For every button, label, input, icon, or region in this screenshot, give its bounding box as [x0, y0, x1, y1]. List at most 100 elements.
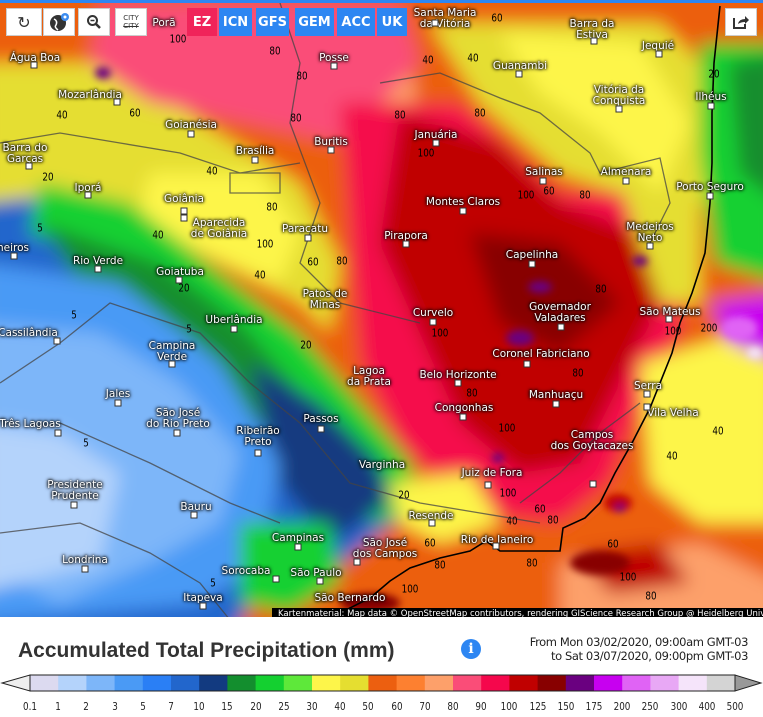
- contour-label: 60: [607, 537, 619, 551]
- legend-swatch: [509, 675, 539, 691]
- city-marker: [706, 192, 714, 200]
- contour-label: 80: [394, 108, 406, 122]
- city-label: Varginha: [358, 459, 406, 471]
- info-icon[interactable]: i: [461, 639, 481, 659]
- contour-label: 100: [664, 324, 682, 338]
- legend-swatch: [678, 675, 708, 691]
- city-marker: [552, 400, 560, 408]
- model-tab-ez[interactable]: EZ: [187, 8, 217, 36]
- legend-tick-label: 100: [500, 700, 518, 713]
- city-marker: [539, 177, 547, 185]
- contour-label: 40: [56, 108, 68, 122]
- legend-tick-label: 50: [362, 700, 374, 713]
- city-label: Cassilândia: [0, 327, 58, 339]
- city-label: Resende: [408, 510, 454, 522]
- city-label: Londrina: [62, 554, 108, 566]
- city-marker: [180, 214, 188, 222]
- city-label: Passos: [303, 413, 339, 425]
- city-label: Goianésia: [165, 119, 217, 131]
- city-marker: [94, 265, 102, 273]
- city-label: São José dos Campos: [352, 537, 418, 560]
- city-label: Manhuaçu: [528, 389, 584, 401]
- city-marker: [70, 501, 78, 509]
- contour-label: 80: [336, 254, 348, 268]
- city-marker: [25, 162, 33, 170]
- city-labels-toggle[interactable]: CITY CITY: [115, 8, 147, 36]
- city-marker: [428, 519, 436, 527]
- contour-label: 5: [186, 322, 192, 336]
- model-tab-uk[interactable]: UK: [377, 8, 407, 36]
- contour-label: 40: [206, 164, 218, 178]
- city-label: Patos de Minas: [302, 288, 348, 311]
- legend-swatch: [424, 675, 454, 691]
- legend-tick-label: 2: [83, 700, 90, 713]
- city-label: Mozarlândia: [58, 89, 122, 101]
- legend-tick-label: 5: [139, 700, 146, 713]
- city-marker: [665, 315, 673, 323]
- city-marker: [230, 325, 238, 333]
- city-labels-icon: CITY: [123, 14, 139, 22]
- city-label: Curvelo: [412, 307, 454, 319]
- legend-tick-label: 200: [613, 700, 631, 713]
- globe-button[interactable]: [43, 8, 75, 36]
- legend-tick-label: 30: [306, 700, 318, 713]
- contour-label: 5: [83, 436, 89, 450]
- city-marker: [199, 602, 207, 610]
- city-marker: [557, 323, 565, 331]
- city-label: Paracatu: [281, 223, 329, 235]
- city-label: Juiz de Fora: [461, 467, 523, 479]
- model-tab-gem[interactable]: GEM: [295, 8, 334, 36]
- contour-label: 80: [645, 589, 657, 603]
- legend-panel: Accumulated Total Precipitation (mm) i F…: [0, 617, 763, 717]
- precipitation-map[interactable]: ↻ CITY CITY Porã EZ ICN GFS GEM ACC UK S…: [0, 0, 763, 617]
- model-tab-gfs[interactable]: GFS: [256, 8, 289, 36]
- contour-label: 80: [290, 111, 302, 125]
- city-marker: [429, 318, 437, 326]
- legend-tick-label: 1: [55, 700, 61, 713]
- contour-label: 20: [708, 67, 720, 81]
- contour-label: 80: [572, 366, 584, 380]
- city-label: Ilhéus: [695, 91, 727, 103]
- city-label: Aparecida de Goiânia: [190, 217, 248, 240]
- city-marker: [643, 403, 651, 411]
- contour-label: 20: [300, 338, 312, 352]
- city-marker: [589, 480, 597, 488]
- legend-tick-label: 15: [221, 700, 233, 713]
- legend-swatch: [255, 675, 285, 691]
- city-label: Barra do Garças: [2, 142, 48, 165]
- city-marker: [523, 360, 531, 368]
- legend-swatch: [622, 675, 651, 691]
- city-label: Coronel Fabriciano: [492, 348, 590, 360]
- share-button[interactable]: [725, 8, 757, 36]
- city-label: Almenara: [600, 166, 652, 178]
- contour-label: 100: [498, 421, 516, 435]
- legend-title: Accumulated Total Precipitation (mm): [18, 639, 395, 662]
- city-label: Belo Horizonte: [419, 369, 497, 381]
- legend-tick-label: 250: [641, 700, 659, 713]
- contour-label: 80: [266, 200, 278, 214]
- legend-swatch: [171, 675, 200, 691]
- city-label: São Mateus: [639, 306, 701, 318]
- contour-label: 100: [401, 582, 419, 596]
- city-marker: [114, 399, 122, 407]
- contour-label: 80: [269, 44, 281, 58]
- city-marker: [646, 242, 654, 250]
- model-tab-icn[interactable]: ICN: [219, 8, 252, 36]
- city-label: Vila Velha: [647, 407, 699, 419]
- city-label: Brasília: [235, 145, 275, 157]
- contour-label: 40: [152, 228, 164, 242]
- legend-tick-label: 500: [726, 700, 744, 713]
- city-marker: [432, 139, 440, 147]
- legend-swatch: [283, 675, 313, 691]
- model-tab-acc[interactable]: ACC: [337, 8, 375, 36]
- legend-tick-label: 10: [193, 700, 205, 713]
- legend-tick-label: 70: [419, 700, 431, 713]
- legend-swatch: [650, 675, 680, 691]
- legend-tick-label: 20: [249, 700, 262, 713]
- contour-label: 40: [254, 268, 266, 282]
- zoom-out-button[interactable]: [78, 8, 110, 36]
- legend-tick-label: 60: [390, 700, 403, 713]
- contour-label: 100: [619, 570, 637, 584]
- reload-button[interactable]: ↻: [6, 8, 42, 36]
- city-label: Três Lagoas: [0, 418, 61, 430]
